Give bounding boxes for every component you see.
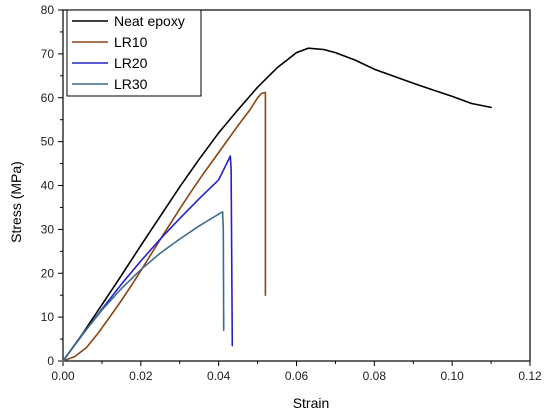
- y-tick-label: 80: [41, 3, 55, 17]
- y-tick-label: 0: [47, 354, 54, 368]
- series-layer: [62, 47, 492, 362]
- x-tick-label: 0.00: [51, 369, 75, 383]
- legend: Neat epoxy LR10 LR20 LR30: [66, 9, 202, 97]
- series-line-neat-epoxy: [62, 47, 492, 362]
- plot-axes: 0.00 0.02 0.04 0.06 0.08 0.10 0.12 0 10 20 30 40 50 6…: [41, 3, 542, 383]
- series-line-lr30: [62, 211, 225, 362]
- legend-label: LR30: [114, 76, 148, 92]
- x-tick-label: 0.02: [129, 369, 153, 383]
- y-tick-label: 60: [41, 91, 55, 105]
- y-axis-label: Stress (MPa): [8, 161, 24, 243]
- y-tick-label: 10: [41, 310, 55, 324]
- y-tick-label: 30: [41, 222, 55, 236]
- x-axis-label: Strain: [293, 395, 330, 411]
- x-tick-label: 0.04: [207, 369, 231, 383]
- y-tick-label: 50: [41, 135, 55, 149]
- x-tick-label: 0.12: [518, 369, 542, 383]
- y-tick-label: 70: [41, 47, 55, 61]
- y-tick-label: 40: [41, 179, 55, 193]
- legend-label: LR10: [114, 34, 148, 50]
- legend-label: LR20: [114, 55, 148, 71]
- x-tick-label: 0.08: [363, 369, 387, 383]
- series-line-lr10: [62, 91, 267, 362]
- legend-box: [66, 9, 202, 97]
- y-tick-label: 20: [41, 266, 55, 280]
- legend-label: Neat epoxy: [114, 13, 185, 29]
- x-tick-label: 0.06: [285, 369, 309, 383]
- x-tick-label: 0.10: [440, 369, 464, 383]
